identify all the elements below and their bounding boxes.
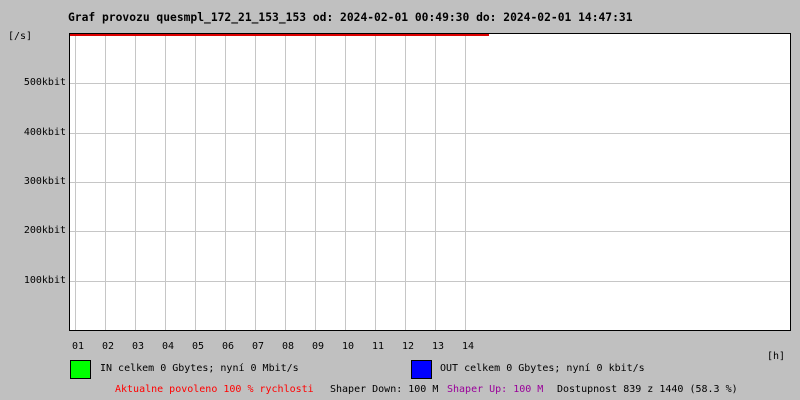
h-gridline <box>70 133 790 134</box>
x-tick-label: 08 <box>281 341 295 352</box>
x-tick-label: 07 <box>251 341 265 352</box>
x-tick-label: 03 <box>131 341 145 352</box>
x-tick-label: 06 <box>221 341 235 352</box>
status-availability: Dostupnost 839 z 1440 (58.3 %) <box>557 384 738 395</box>
y-tick-label: 400kbit <box>23 127 66 138</box>
x-tick-label: 04 <box>161 341 175 352</box>
page-title: Graf provozu quesmpl_172_21_153_153 od: … <box>68 11 633 24</box>
x-tick-label: 13 <box>431 341 445 352</box>
x-tick-label: 09 <box>311 341 325 352</box>
y-axis-unit-label: [/s] <box>8 31 33 42</box>
h-gridline <box>70 231 790 232</box>
h-gridline <box>70 182 790 183</box>
x-axis-unit-label: [h] <box>767 351 786 362</box>
y-tick-label: 300kbit <box>23 176 66 187</box>
x-tick-label: 11 <box>371 341 385 352</box>
plot-area <box>69 33 791 331</box>
y-tick-label: 200kbit <box>23 225 66 236</box>
x-tick-label: 12 <box>401 341 415 352</box>
legend-out-swatch <box>411 360 432 379</box>
status-shaper-up: Shaper Up: 100 M <box>447 384 544 395</box>
legend-in-label: IN celkem 0 Gbytes; nyní 0 Mbit/s <box>100 363 299 374</box>
x-tick-label: 01 <box>71 341 85 352</box>
h-gridline <box>70 281 790 282</box>
legend-out-label: OUT celkem 0 Gbytes; nyní 0 kbit/s <box>440 363 645 374</box>
y-tick-label: 500kbit <box>23 77 66 88</box>
legend-in-swatch <box>70 360 91 379</box>
x-tick-label: 02 <box>101 341 115 352</box>
h-gridline <box>70 83 790 84</box>
status-allowed-speed: Aktualne povoleno 100 % rychlosti <box>115 384 314 395</box>
x-tick-label: 10 <box>341 341 355 352</box>
status-shaper-down: Shaper Down: 100 M <box>330 384 439 395</box>
y-tick-label: 100kbit <box>23 275 66 286</box>
x-tick-label: 14 <box>461 341 475 352</box>
x-tick-label: 05 <box>191 341 205 352</box>
max-speed-line <box>70 34 489 36</box>
